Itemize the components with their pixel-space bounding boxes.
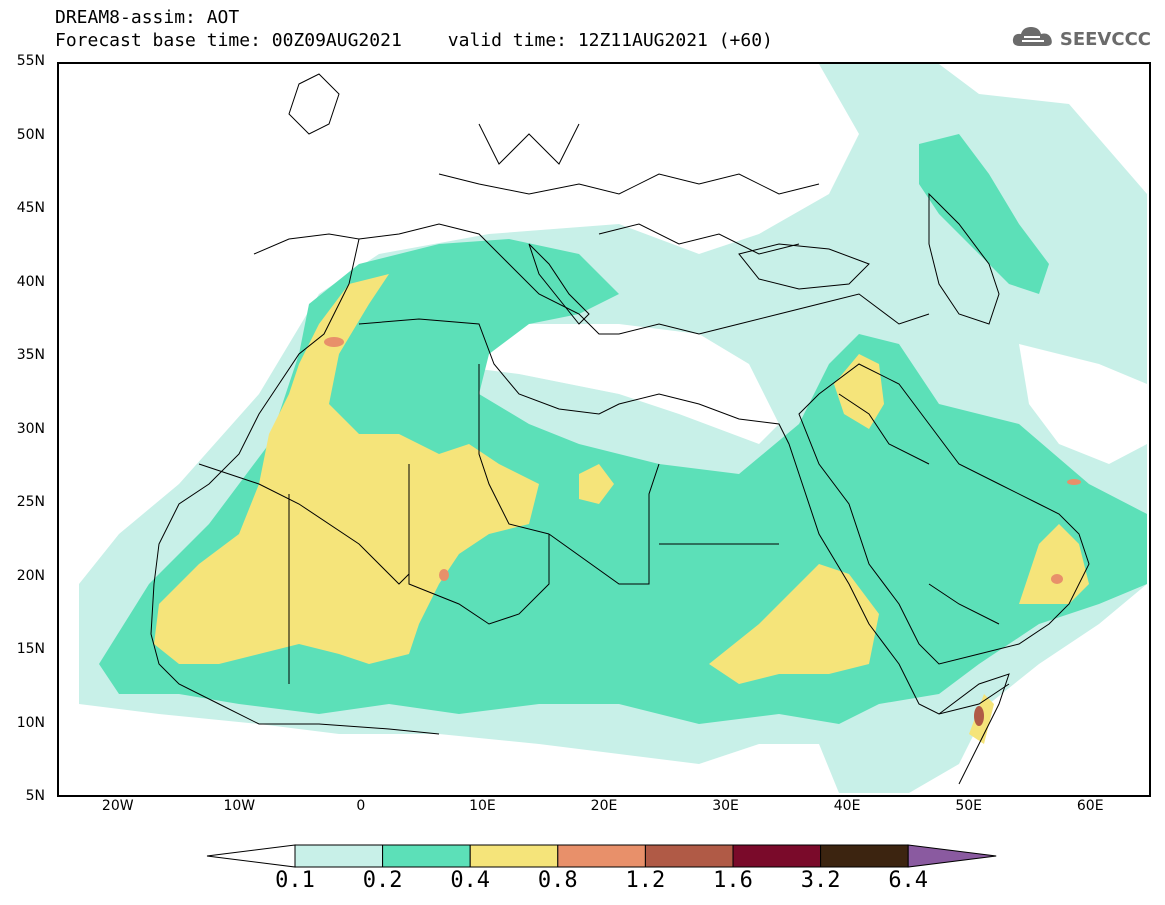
- colorbar-label: 6.4: [888, 868, 929, 893]
- lon-label: 10W: [223, 798, 256, 814]
- colorbar-label: 0.1: [275, 868, 315, 893]
- lat-label: 50N: [16, 126, 45, 143]
- coastline-britain: [288, 73, 340, 135]
- aot-band-0-2-caspian: [919, 134, 1049, 294]
- colorbar-arrow-high: [907, 844, 997, 868]
- lat-label: 35N: [16, 347, 45, 363]
- lat-label: 15N: [16, 641, 45, 657]
- colorbar-swatch: [382, 844, 471, 868]
- lon-label: 50E: [955, 798, 982, 814]
- colorbar-label: 0.2: [362, 868, 403, 893]
- coastline-black-sea: [738, 243, 870, 290]
- cloud-icon: [1010, 24, 1056, 54]
- border-east-1: [838, 393, 930, 465]
- aot-gap-east: [1019, 344, 1147, 464]
- aot-band-0-8-niger: [439, 569, 449, 581]
- colorbar-label: 1.6: [713, 868, 753, 893]
- coastline-caspian: [928, 192, 1000, 325]
- colorbar-label: 0.8: [537, 868, 578, 893]
- colorbar-swatch: [557, 844, 646, 868]
- lon-label: 0: [356, 798, 366, 814]
- colorbar-arrow-low: [206, 844, 296, 868]
- lat-label: 30N: [16, 420, 45, 437]
- lat-label: 25N: [16, 494, 45, 510]
- coastline-horn: [938, 673, 1010, 785]
- lon-label: 60E: [1076, 798, 1104, 814]
- border-europe-1: [438, 173, 820, 195]
- aot-band-0-4-sudan: [709, 564, 879, 684]
- aot-band-0-8-somalia: [974, 706, 984, 726]
- map-panel: [57, 62, 1151, 797]
- colorbar-swatch: [294, 844, 384, 868]
- time-info: Forecast base time: 00Z09AUG2021 valid ti…: [55, 31, 773, 51]
- coastlines: [150, 73, 1090, 785]
- lat-label: 55N: [16, 53, 45, 69]
- aot-shading: [79, 64, 1147, 793]
- coastline-iberia-africa: [150, 233, 440, 735]
- colorbar-label: 0.4: [450, 868, 491, 893]
- logo-text: SEEVCCC: [1059, 28, 1151, 50]
- lon-label: 40E: [833, 798, 861, 814]
- seevccc-logo: SEEVCCC: [1010, 24, 1151, 54]
- colorbar-swatch: [644, 844, 734, 868]
- aot-map: [79, 64, 1147, 793]
- valid-time: valid time: 12Z11AUG2021 (+60): [447, 30, 773, 51]
- border-europe-3: [598, 223, 800, 255]
- colorbar-swatch: [820, 844, 909, 868]
- aot-gap-mediterranean: [439, 324, 779, 444]
- colorbar-label: 1.2: [625, 868, 666, 893]
- lat-label: 5N: [25, 788, 45, 804]
- coastline-med-africa: [358, 318, 1010, 715]
- border-sahara-4: [478, 364, 550, 535]
- aot-band-0-4: [154, 274, 539, 664]
- coastline-europe: [358, 223, 930, 335]
- border-sahara-3: [408, 464, 550, 625]
- lat-label: 10N: [16, 714, 45, 731]
- aot-band-0-4-arabia: [1019, 524, 1089, 604]
- aot-band-0-8-uae: [1067, 479, 1081, 485]
- aot-band-0-8-morocco: [324, 337, 344, 347]
- base-time: Forecast base time: 00Z09AUG2021: [55, 30, 402, 51]
- map-title: DREAM8-assim: AOT: [55, 7, 240, 28]
- lon-label: 20E: [590, 798, 618, 814]
- aot-band-0-8-oman: [1051, 574, 1063, 584]
- lon-label: 10E: [469, 798, 496, 814]
- lon-label: 30E: [712, 798, 739, 814]
- coastline-italy: [528, 243, 590, 325]
- colorbar-label: 3.2: [800, 868, 841, 893]
- lat-label: 45N: [16, 200, 45, 216]
- border-sahara-5: [548, 463, 660, 585]
- colorbar-swatch: [732, 844, 822, 868]
- border-sahara-1: [198, 463, 410, 585]
- border-europe-2: [478, 123, 580, 165]
- colorbar-swatch: [469, 844, 559, 868]
- border-east-2: [928, 583, 1000, 625]
- lat-label: 40N: [16, 273, 45, 290]
- aot-band-0-4-egypt: [579, 464, 614, 504]
- coastline-arabia: [798, 363, 1090, 665]
- lon-label: 20W: [101, 798, 134, 814]
- lat-label: 20N: [16, 567, 45, 584]
